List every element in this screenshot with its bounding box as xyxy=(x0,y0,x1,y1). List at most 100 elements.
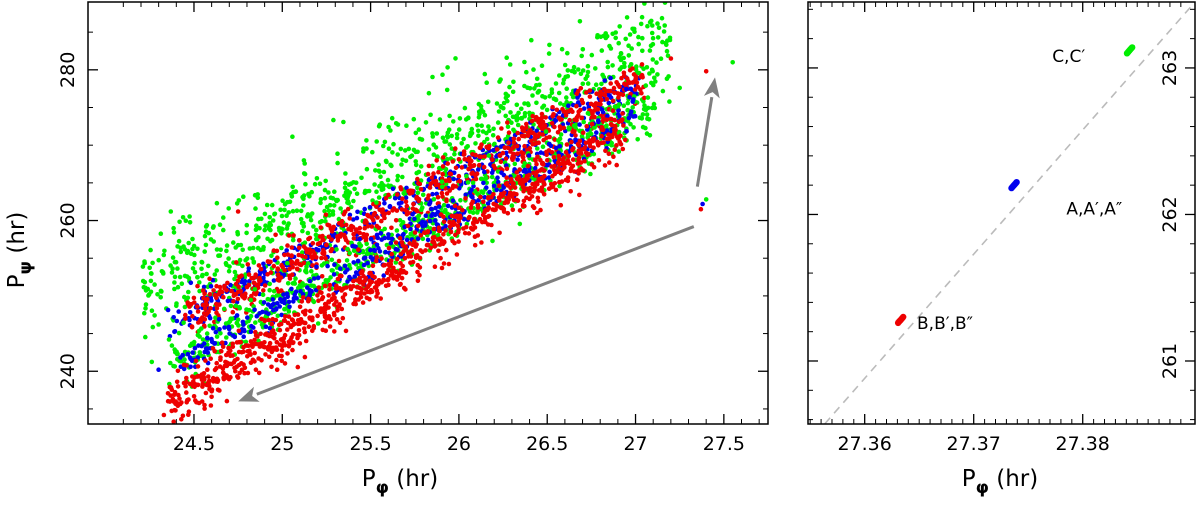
scatter-point-s1-b1 xyxy=(616,108,621,113)
scatter-point-s2-b0 xyxy=(289,245,295,250)
scatter-point-s0-b1 xyxy=(214,334,220,339)
left-x-axis-label: Pφ (hr) xyxy=(362,466,438,498)
scatter-point-s2-b1 xyxy=(532,187,537,193)
scatter-point-s0-b0 xyxy=(374,139,380,144)
scatter-point-s2-b0 xyxy=(561,109,567,114)
scatter-point-s2-b1 xyxy=(204,382,209,388)
scatter-point-s2-b0 xyxy=(404,203,410,209)
scatter-point-s0-b0 xyxy=(313,232,319,238)
scatter-point-s2-b1 xyxy=(279,347,285,353)
scatter-point-s0-b0 xyxy=(377,169,382,174)
scatter-point-s0-b0 xyxy=(605,64,611,70)
scatter-point-s2-b1 xyxy=(517,167,522,172)
scatter-point-s2-b0 xyxy=(326,234,332,240)
scatter-point-s0-b0 xyxy=(374,189,379,194)
scatter-point-s2-b1 xyxy=(167,399,173,404)
scatter-point-s2-b0 xyxy=(363,218,368,223)
scatter-point-s0-b0 xyxy=(435,154,440,159)
scatter-point-s0-b0 xyxy=(364,166,370,172)
scatter-point-s1-b1 xyxy=(631,114,636,119)
scatter-point-s0-b0 xyxy=(564,95,569,100)
scatter-point-s0-b0 xyxy=(210,225,216,230)
scatter-point-s1-b1 xyxy=(425,237,431,243)
scatter-point-s0-b0 xyxy=(264,202,270,208)
scatter-point-s0-b0 xyxy=(570,94,576,100)
scatter-point-s0-b0 xyxy=(342,185,348,191)
scatter-point-s0-b0 xyxy=(650,35,656,41)
scatter-point-s0-b0 xyxy=(476,133,481,138)
scatter-point-s2-b1 xyxy=(565,153,571,158)
scatter-point-s0-b0 xyxy=(278,207,283,213)
scatter-point-s2-b0 xyxy=(418,187,424,192)
scatter-point-s1-b1 xyxy=(481,180,486,186)
scatter-point-s2-b1 xyxy=(302,329,308,335)
scatter-point-s2-b1 xyxy=(422,230,427,235)
scatter-point-extra-s2 xyxy=(703,69,709,74)
scatter-point-s2-b0 xyxy=(429,175,435,180)
scatter-point-s0-b0 xyxy=(171,225,176,231)
scatter-point-s0-b0 xyxy=(556,90,562,96)
scatter-point-s0-b1 xyxy=(197,350,203,355)
scatter-point-s0-b1 xyxy=(166,337,172,342)
scatter-point-s0-b0 xyxy=(190,266,196,271)
scatter-point-s2-b0 xyxy=(506,140,511,145)
scatter-point-s0-b0 xyxy=(649,67,655,73)
scatter-point-s2-b1 xyxy=(431,239,436,244)
scatter-point-s2-b1 xyxy=(553,187,559,193)
scatter-point-s2-b1 xyxy=(572,129,577,134)
scatter-point-s0-b0 xyxy=(503,95,509,101)
scatter-point-s0-b0 xyxy=(302,171,308,177)
scatter-point-s2-b0 xyxy=(502,145,508,151)
scatter-point-s1-b1 xyxy=(284,291,290,297)
scatter-point-s0-b0 xyxy=(444,87,450,93)
scatter-point-s2-b1 xyxy=(478,194,483,200)
scatter-point-s0-b0 xyxy=(579,53,584,59)
scatter-point-s0-b0 xyxy=(578,71,584,77)
scatter-point-s0-b0 xyxy=(616,40,621,46)
scatter-point-s2-b0 xyxy=(549,121,555,126)
scatter-point-s2-b1 xyxy=(332,329,337,334)
scatter-point-s2-b1 xyxy=(456,205,462,211)
scatter-point-s1-b1 xyxy=(432,218,438,223)
scatter-point-s0-b0 xyxy=(301,158,307,163)
scatter-point-s2-b0 xyxy=(291,233,296,238)
scatter-point-s2-b0 xyxy=(578,107,583,113)
scatter-point-s0-b0 xyxy=(447,113,452,119)
scatter-point-s0-b0 xyxy=(180,215,186,220)
scatter-point-s2-b1 xyxy=(316,285,322,290)
scatter-point-s0-b0 xyxy=(389,115,395,121)
scatter-point-s2-b0 xyxy=(222,283,227,289)
scatter-point-s0-b0 xyxy=(200,272,205,278)
scatter-point-s0-b0 xyxy=(515,116,520,122)
scatter-point-s1-b0 xyxy=(261,261,266,267)
scatter-point-s2-b1 xyxy=(452,203,458,209)
scatter-point-s0-b0 xyxy=(491,126,496,132)
scatter-point-s0-b0 xyxy=(143,288,149,293)
scatter-point-s0-b0 xyxy=(318,200,323,206)
scatter-point-s2-b1 xyxy=(584,124,589,129)
scatter-point-s1-b0 xyxy=(187,317,192,323)
scatter-point-s2-b1 xyxy=(266,317,272,323)
scatter-point-s0-b0 xyxy=(514,102,520,108)
scatter-point-s1-b1 xyxy=(181,366,187,372)
scatter-point-s1-b1 xyxy=(311,276,317,281)
scatter-point-s2-b1 xyxy=(593,101,599,106)
scatter-point-s2-b1 xyxy=(448,229,454,235)
scatter-point-s0-b0 xyxy=(404,123,409,128)
scatter-point-s2-b1 xyxy=(415,223,421,229)
scatter-point-s0-b0 xyxy=(634,64,639,69)
scatter-point-s0-b1 xyxy=(571,123,577,128)
scatter-point-s2-b0 xyxy=(331,224,337,230)
scatter-point-s0-b0 xyxy=(618,51,624,56)
scatter-point-s0-b0 xyxy=(176,238,182,244)
scatter-point-s0-b0 xyxy=(140,264,146,269)
scatter-point-s2-b1 xyxy=(203,390,209,396)
scatter-point-s0-b0 xyxy=(391,141,396,147)
scatter-point-s0-b0 xyxy=(658,56,664,61)
scatter-point-s2-b1 xyxy=(224,398,230,404)
scatter-point-s0-b0 xyxy=(497,79,502,84)
scatter-point-s0-b0 xyxy=(629,46,634,51)
right-panel: C,C′A,A′,A″B,B′,B″ 27.36 27.37 27.38 26126… xyxy=(807,1,1196,498)
scatter-point-s2-b1 xyxy=(432,264,438,270)
scatter-point-extra-s0 xyxy=(703,197,709,202)
